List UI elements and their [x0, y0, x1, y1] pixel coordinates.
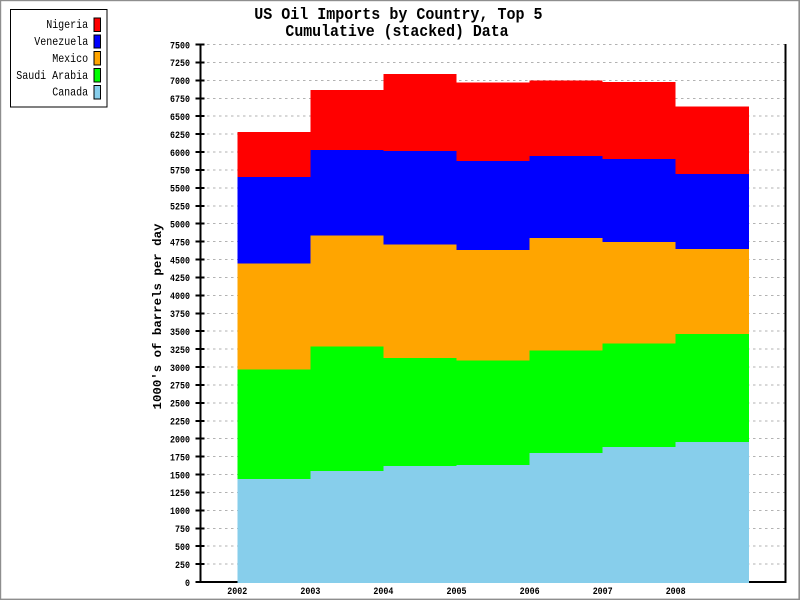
svg-text:1750: 1750: [170, 453, 190, 464]
svg-text:3750: 3750: [170, 310, 190, 321]
svg-text:2000: 2000: [170, 435, 190, 446]
svg-text:3250: 3250: [170, 346, 190, 357]
svg-text:1000: 1000: [170, 507, 190, 518]
svg-text:4250: 4250: [170, 274, 190, 285]
svg-text:6250: 6250: [170, 131, 190, 142]
svg-text:0: 0: [185, 579, 190, 590]
svg-text:7000: 7000: [170, 77, 190, 88]
svg-text:3500: 3500: [170, 328, 190, 339]
svg-text:7500: 7500: [170, 41, 190, 52]
svg-text:1250: 1250: [170, 489, 190, 500]
svg-text:5000: 5000: [170, 220, 190, 231]
svg-text:Nigeria: Nigeria: [46, 18, 88, 32]
svg-text:2006: 2006: [520, 587, 540, 598]
svg-text:6750: 6750: [170, 95, 190, 106]
svg-text:Canada: Canada: [52, 86, 88, 100]
svg-text:2003: 2003: [300, 587, 320, 598]
svg-text:4750: 4750: [170, 238, 190, 249]
svg-text:2250: 2250: [170, 418, 190, 429]
svg-text:7250: 7250: [170, 59, 190, 70]
svg-text:500: 500: [175, 543, 190, 554]
svg-text:1000's of barrels per day: 1000's of barrels per day: [151, 223, 165, 410]
svg-text:2002: 2002: [227, 587, 247, 598]
svg-text:US Oil Imports by Country, Top: US Oil Imports by Country, Top 5: [254, 6, 542, 25]
svg-text:2005: 2005: [447, 587, 467, 598]
svg-text:Saudi Arabia: Saudi Arabia: [16, 69, 88, 83]
svg-text:2007: 2007: [593, 587, 613, 598]
svg-text:Venezuela: Venezuela: [34, 35, 88, 49]
svg-text:5250: 5250: [170, 203, 190, 214]
svg-text:6000: 6000: [170, 149, 190, 160]
svg-text:5750: 5750: [170, 167, 190, 178]
svg-text:4500: 4500: [170, 256, 190, 267]
svg-text:2500: 2500: [170, 400, 190, 411]
svg-text:4000: 4000: [170, 292, 190, 303]
svg-text:5500: 5500: [170, 185, 190, 196]
svg-text:2008: 2008: [666, 587, 686, 598]
svg-text:2750: 2750: [170, 382, 190, 393]
svg-text:250: 250: [175, 561, 190, 572]
svg-text:6500: 6500: [170, 113, 190, 124]
svg-text:1500: 1500: [170, 471, 190, 482]
svg-text:3000: 3000: [170, 364, 190, 375]
svg-text:Cumulative (stacked) Data: Cumulative (stacked) Data: [285, 23, 508, 42]
svg-text:750: 750: [175, 525, 190, 536]
svg-text:2004: 2004: [373, 587, 393, 598]
svg-text:Mexico: Mexico: [52, 52, 88, 66]
